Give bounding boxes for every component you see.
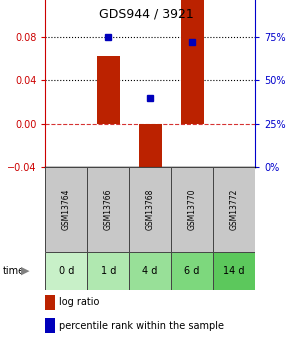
- Text: 1 d: 1 d: [100, 266, 116, 276]
- Bar: [213, 252, 255, 290]
- Bar: [87, 252, 129, 290]
- Bar: [87, 167, 129, 252]
- Bar: [45, 167, 87, 252]
- Bar: [180, 0, 204, 124]
- Bar: [45, 295, 55, 310]
- Text: 0 d: 0 d: [59, 266, 74, 276]
- Text: GSM13766: GSM13766: [104, 189, 113, 230]
- Bar: [45, 252, 87, 290]
- Text: GSM13768: GSM13768: [146, 189, 155, 230]
- Text: ▶: ▶: [21, 266, 29, 276]
- Bar: [139, 124, 162, 180]
- Text: GSM13770: GSM13770: [188, 189, 197, 230]
- Bar: [97, 56, 120, 124]
- Text: log ratio: log ratio: [59, 297, 99, 307]
- Bar: [129, 252, 171, 290]
- Bar: [171, 252, 213, 290]
- Text: percentile rank within the sample: percentile rank within the sample: [59, 321, 224, 331]
- Bar: [171, 167, 213, 252]
- Bar: [129, 167, 171, 252]
- Bar: [45, 318, 55, 333]
- Text: GSM13772: GSM13772: [229, 189, 239, 230]
- Text: 6 d: 6 d: [184, 266, 200, 276]
- Text: 14 d: 14 d: [223, 266, 245, 276]
- Text: 4 d: 4 d: [142, 266, 158, 276]
- Text: time: time: [3, 266, 25, 276]
- Bar: [213, 167, 255, 252]
- Text: GDS944 / 3921: GDS944 / 3921: [99, 7, 194, 20]
- Text: GSM13764: GSM13764: [62, 189, 71, 230]
